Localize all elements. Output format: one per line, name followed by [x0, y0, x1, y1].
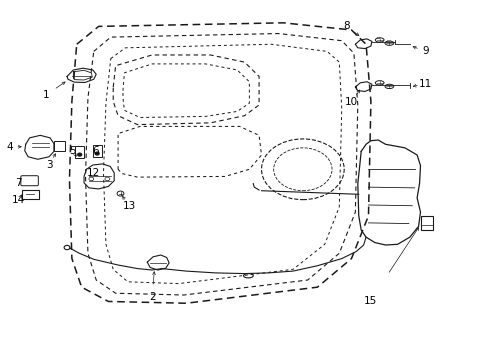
Text: 3: 3 [46, 159, 52, 170]
Text: 12: 12 [87, 168, 100, 178]
Text: 2: 2 [148, 292, 155, 302]
Text: 10: 10 [344, 97, 357, 107]
Text: 9: 9 [421, 46, 428, 57]
Text: 6: 6 [92, 146, 99, 156]
Bar [93, 145, 102, 157]
Text: 4: 4 [7, 142, 14, 152]
Text: 5: 5 [69, 146, 76, 156]
Text: 14: 14 [12, 195, 25, 204]
Text: 11: 11 [418, 78, 431, 89]
Text: 1: 1 [43, 90, 49, 100]
Circle shape [95, 152, 99, 155]
Text: 8: 8 [343, 21, 349, 31]
Text: 15: 15 [363, 296, 376, 306]
Circle shape [78, 153, 81, 156]
Bar [75, 147, 84, 158]
Text: 7: 7 [16, 178, 22, 188]
Text: 13: 13 [122, 201, 136, 211]
Bar [54, 141, 64, 152]
